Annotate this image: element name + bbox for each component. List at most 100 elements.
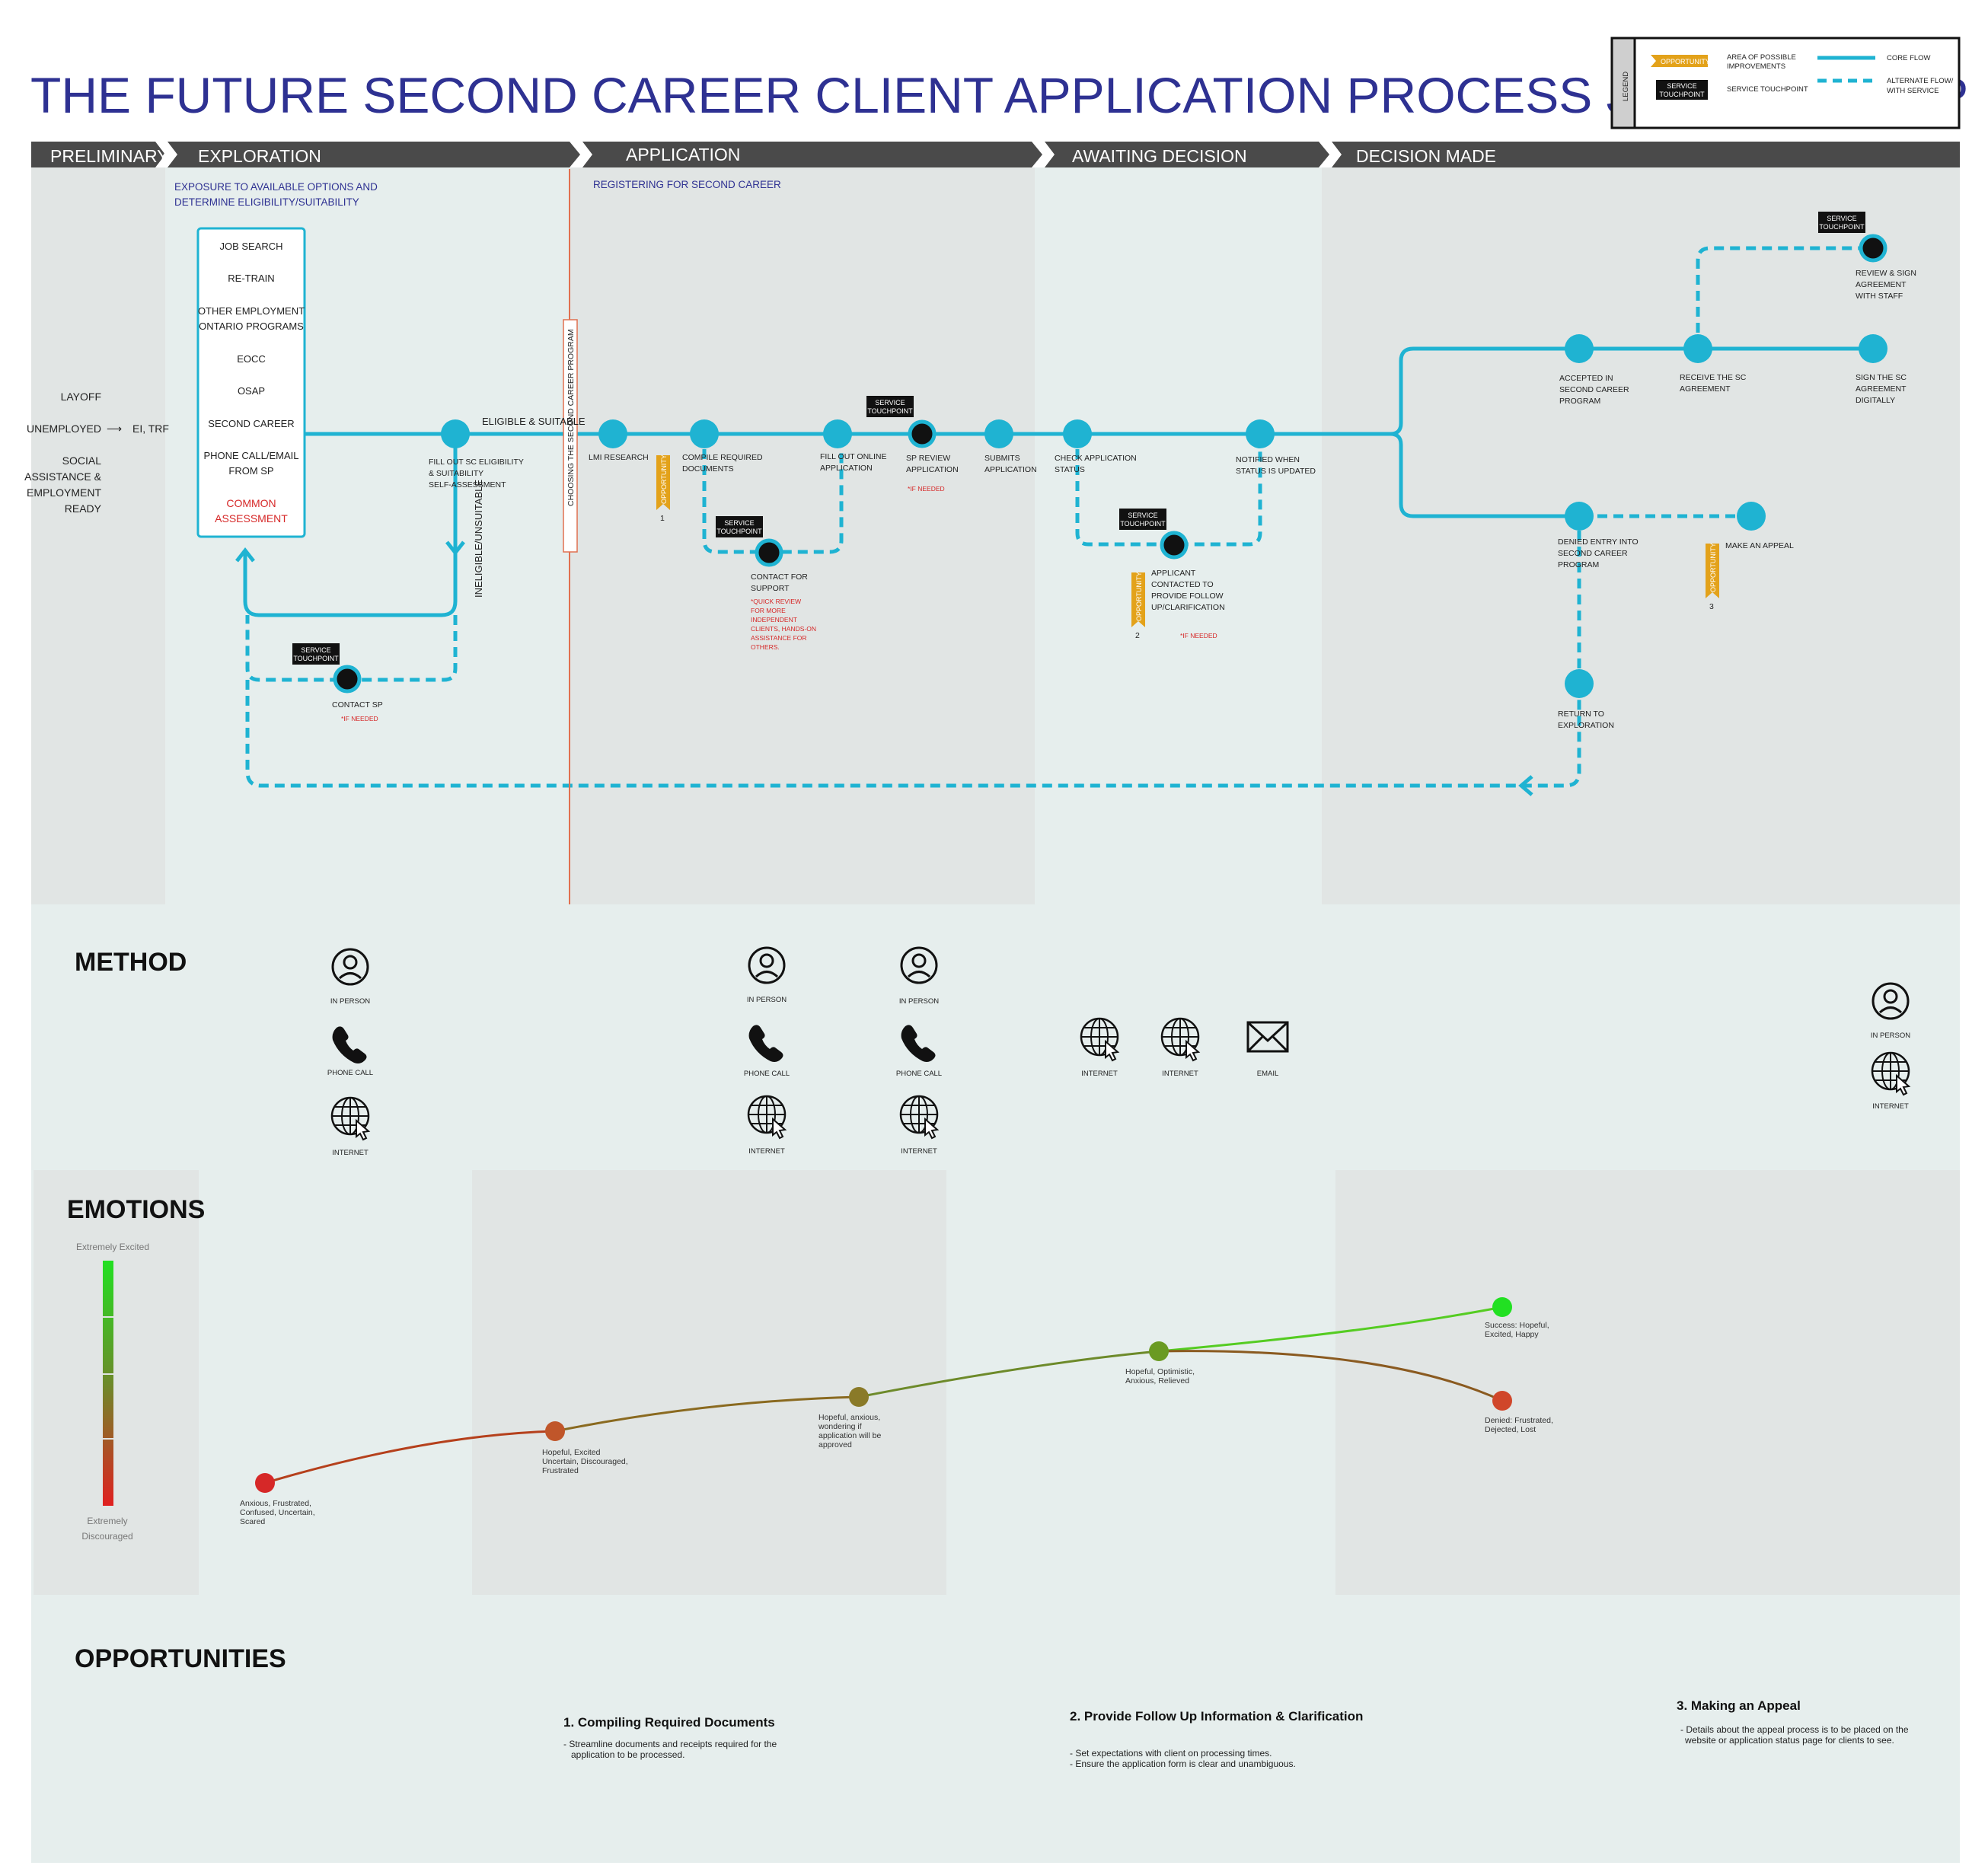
tag-follow-up-2: TOUCHPOINT <box>1120 520 1166 528</box>
core-flow-denied <box>1390 432 1581 518</box>
option-other-1: OTHER EMPLOYMENT <box>198 305 305 317</box>
node-appeal <box>1737 502 1766 531</box>
node-labels: FILL OUT SC ELIGIBILITY & SUITABILITY SE… <box>332 269 1916 730</box>
phase-exploration-label: EXPLORATION <box>198 146 321 166</box>
opportunity-2-line-1: - Set expectations with client on proces… <box>1070 1748 1272 1759</box>
opportunity-flag-1-num: 1 <box>660 514 665 523</box>
label-fill-sc-2: & SUITABILITY <box>429 469 483 478</box>
tag-review-sign <box>1818 212 1865 233</box>
label-denied-2: SECOND CAREER <box>1558 549 1628 558</box>
label-submits-1: SUBMITS <box>984 454 1020 463</box>
emotion-label-6a: Denied: Frustrated, <box>1485 1416 1553 1425</box>
label-sign-3: DIGITALLY <box>1856 396 1895 405</box>
emotion-label-3b: wondering if <box>818 1422 862 1431</box>
legend-opportunity-chip-label: OPPORTUNITY <box>1661 58 1710 65</box>
internet-label: INTERNET <box>1162 1070 1198 1078</box>
phase-application-label: APPLICATION <box>626 145 740 164</box>
tag-contact-sp-2: TOUCHPOINT <box>293 655 339 662</box>
option-phone-1: PHONE CALL/EMAIL <box>204 450 299 461</box>
phase-preliminary <box>31 142 165 167</box>
emotions-scale-top: Extremely Excited <box>76 1242 149 1252</box>
internet-label: INTERNET <box>332 1149 369 1157</box>
exploration-subtitle-2: DETERMINE ELIGIBILITY/SUITABILITY <box>174 196 359 208</box>
method-heading: METHOD <box>75 948 187 977</box>
emotion-point-4 <box>1149 1341 1169 1361</box>
node-submits <box>984 419 1013 448</box>
legend-touchpoint-desc: SERVICE TOUCHPOINT <box>1727 85 1808 94</box>
emotion-label-6b: Dejected, Lost <box>1485 1425 1536 1434</box>
emotion-label-2a: Hopeful, Excited <box>542 1448 601 1457</box>
opportunity-flag-1-label: OPPORTUNITY <box>660 454 668 504</box>
option-phone-2: FROM SP <box>228 465 273 477</box>
label-contacted-3: PROVIDE FOLLOW <box>1151 592 1224 601</box>
preliminary-states: LAYOFF UNEMPLOYED ⟶ EI, TRF SOCIAL ASSIS… <box>24 391 169 515</box>
label-review-1: REVIEW & SIGN <box>1856 269 1916 278</box>
touchpoint-sp-review <box>908 419 937 448</box>
node-compile <box>690 419 719 448</box>
social-label-4: READY <box>65 502 102 515</box>
label-review-3: WITH STAFF <box>1856 292 1903 301</box>
label-appeal: MAKE AN APPEAL <box>1725 541 1794 550</box>
opportunity-1-title: 1. Compiling Required Documents <box>563 1715 775 1730</box>
label-return-1: RETURN TO <box>1558 710 1604 719</box>
phone-call-label: PHONE CALL <box>327 1069 373 1077</box>
option-job-search: JOB SEARCH <box>219 241 282 252</box>
emotion-segment-1 <box>264 1430 556 1484</box>
emotion-label-2b: Uncertain, Discouraged, <box>542 1457 628 1466</box>
label-contacted-1: APPLICANT <box>1151 569 1196 578</box>
label-quick-5: ASSISTANCE FOR <box>751 634 807 642</box>
label-quick-2: FOR MORE <box>751 607 786 614</box>
emotion-point-success <box>1492 1297 1512 1317</box>
label-fill-online-2: APPLICATION <box>820 464 873 473</box>
internet-label: INTERNET <box>1872 1102 1909 1111</box>
node-receive <box>1683 334 1712 363</box>
emotion-curve <box>264 1306 1503 1484</box>
node-check-status <box>1063 419 1092 448</box>
social-label-2: ASSISTANCE & <box>24 470 102 483</box>
choosing-program-box <box>563 319 578 553</box>
alt-flow-return-exploration <box>245 680 1581 788</box>
legend-opportunity-chip <box>1651 55 1708 67</box>
option-eocc: EOCC <box>237 353 266 365</box>
emotions-heading: EMOTIONS <box>67 1195 205 1224</box>
label-fill-sc-1: FILL OUT SC ELIGIBILITY <box>429 458 524 467</box>
label-accepted-2: SECOND CAREER <box>1559 385 1629 394</box>
label-check-2: STATUS <box>1055 465 1085 474</box>
label-submits-2: APPLICATION <box>984 465 1037 474</box>
label-contacted-2: CONTACTED TO <box>1151 580 1214 589</box>
phase-decision-label: DECISION MADE <box>1356 146 1496 166</box>
label-denied-1: DENIED ENTRY INTO <box>1558 537 1639 547</box>
opportunity-flags: OPPORTUNITY 1 OPPORTUNITY 2 OPPORTUNITY … <box>656 454 1719 640</box>
ineligible-arrow-down <box>445 540 465 556</box>
tag-follow-up <box>1119 509 1166 530</box>
label-lmi: LMI RESEARCH <box>589 453 649 462</box>
emotion-label-2c: Frustrated <box>542 1466 579 1475</box>
emotion-segment-3 <box>858 1350 1160 1398</box>
label-notified-2: STATUS IS UPDATED <box>1236 467 1316 476</box>
social-label-3: EMPLOYMENT <box>27 486 101 499</box>
opportunity-2-title: 2. Provide Follow Up Information & Clari… <box>1070 1709 1363 1724</box>
opportunity-flag-2-label: OPPORTUNITY <box>1135 572 1143 621</box>
emotion-point-1 <box>255 1473 275 1493</box>
tag-contact-support-2: TOUCHPOINT <box>716 528 762 535</box>
emotion-points <box>255 1297 1512 1493</box>
label-contact-sp-if-needed: *IF NEEDED <box>341 715 378 722</box>
opportunity-3-title: 3. Making an Appeal <box>1677 1698 1801 1713</box>
emotion-label-3d: approved <box>818 1440 852 1449</box>
emotion-label-5b: Excited, Happy <box>1485 1330 1539 1339</box>
label-sp-review-if-needed: *IF NEEDED <box>908 485 945 493</box>
tag-sp-review <box>866 396 914 417</box>
node-fill-online <box>823 419 852 448</box>
node-fill-sc <box>441 419 470 448</box>
exploration-subtitle-1: EXPOSURE TO AVAILABLE OPTIONS AND <box>174 181 378 193</box>
label-compile-1: COMPILE REQUIRED <box>682 453 763 462</box>
emotion-label-1a: Anxious, Frustrated, <box>240 1499 311 1508</box>
label-return-2: EXPLORATION <box>1558 721 1614 730</box>
label-denied-3: PROGRAM <box>1558 560 1599 569</box>
background-bands <box>31 167 1960 1863</box>
tag-sp-review-1: SERVICE <box>875 399 905 407</box>
legend-alt-flow-1: ALTERNATE FLOW/ <box>1887 77 1954 85</box>
emotion-point-2 <box>545 1421 565 1441</box>
legend-touchpoint-chip-1: SERVICE <box>1667 82 1696 90</box>
tag-contact-sp-1: SERVICE <box>301 646 330 654</box>
